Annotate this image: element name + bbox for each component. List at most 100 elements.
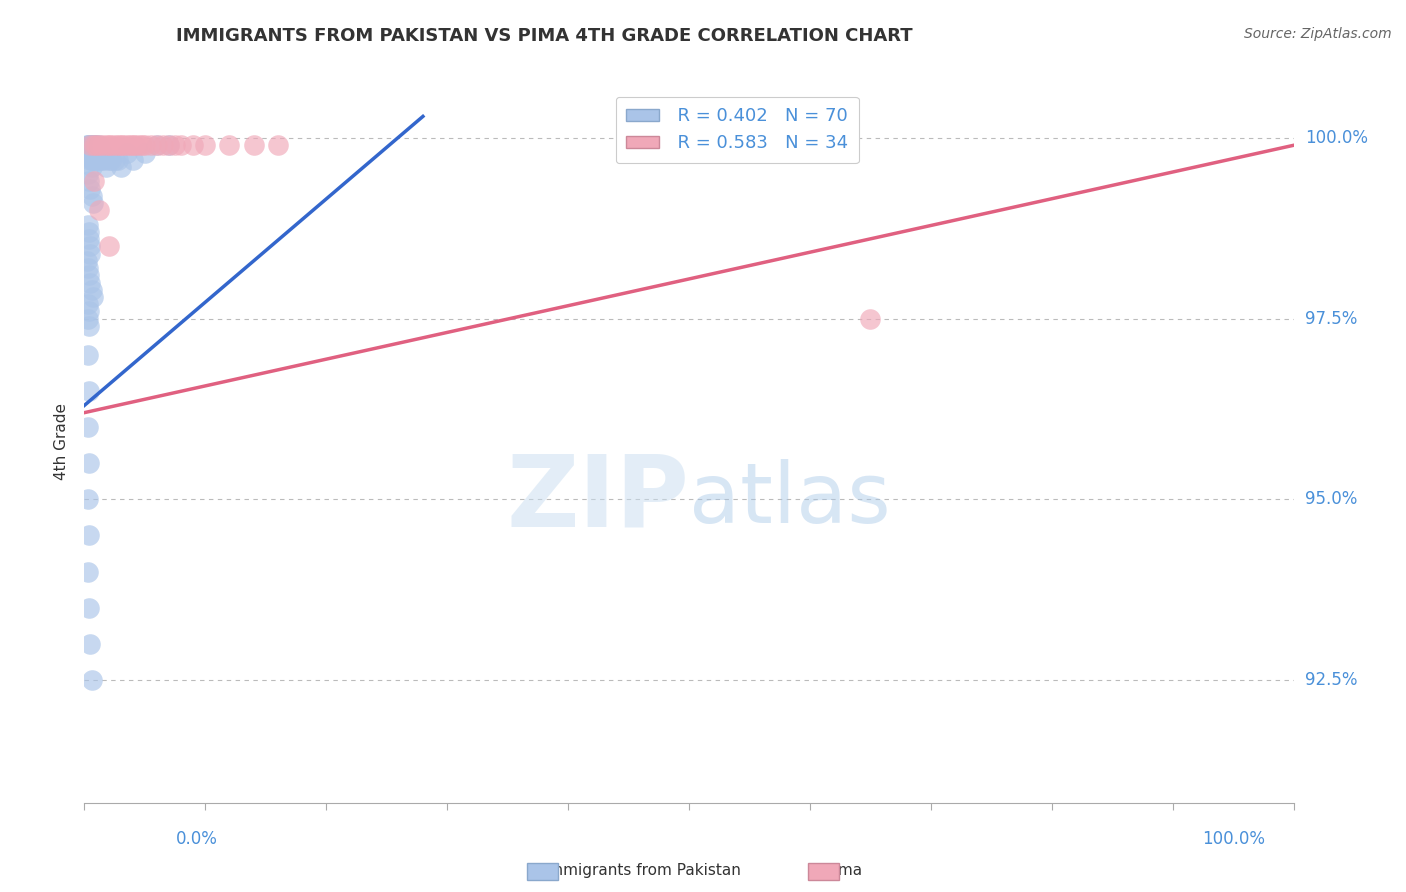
- Point: [82, 153, 104, 167]
- Point: [80, 189, 103, 203]
- Point: [83, 138, 105, 153]
- Point: [165, 138, 187, 153]
- Point: [100, 138, 122, 153]
- Point: [157, 138, 180, 153]
- Point: [79, 637, 101, 651]
- Point: [82, 290, 104, 304]
- Point: [121, 138, 143, 153]
- Point: [77, 318, 100, 333]
- Text: Pima: Pima: [815, 863, 863, 878]
- Point: [77, 311, 100, 326]
- Point: [218, 138, 240, 153]
- Point: [115, 145, 138, 160]
- Point: [77, 174, 100, 188]
- Point: [80, 283, 103, 297]
- Point: [77, 528, 100, 542]
- Point: [80, 673, 103, 687]
- Text: 100.0%: 100.0%: [1305, 129, 1368, 147]
- Point: [124, 138, 146, 153]
- Point: [77, 600, 100, 615]
- Point: [77, 145, 100, 160]
- Point: [77, 304, 100, 318]
- Point: [859, 311, 882, 326]
- Point: [97, 138, 120, 153]
- Point: [181, 138, 204, 153]
- Text: Immigrants from Pakistan: Immigrants from Pakistan: [534, 863, 741, 878]
- Point: [83, 153, 105, 167]
- Point: [112, 138, 135, 153]
- Point: [242, 138, 264, 153]
- Point: [107, 153, 129, 167]
- Point: [91, 138, 114, 153]
- Point: [77, 492, 100, 507]
- Point: [77, 138, 100, 153]
- Text: 97.5%: 97.5%: [1305, 310, 1357, 327]
- Point: [77, 565, 100, 579]
- Point: [83, 138, 105, 153]
- Point: [131, 138, 153, 153]
- Point: [157, 138, 180, 153]
- Point: [107, 138, 129, 153]
- Point: [83, 145, 105, 160]
- Point: [87, 138, 110, 153]
- Point: [86, 138, 108, 153]
- Point: [267, 138, 290, 153]
- Point: [104, 153, 127, 167]
- Point: [97, 153, 120, 167]
- Point: [84, 138, 107, 153]
- Point: [170, 138, 193, 153]
- Point: [86, 145, 108, 160]
- Point: [128, 138, 150, 153]
- Point: [82, 138, 104, 153]
- Point: [110, 138, 132, 153]
- Point: [79, 153, 101, 167]
- Point: [146, 138, 169, 153]
- Text: 100.0%: 100.0%: [1202, 830, 1265, 847]
- Text: atlas: atlas: [689, 458, 890, 540]
- Point: [82, 196, 104, 211]
- Point: [82, 145, 104, 160]
- Point: [77, 218, 100, 232]
- Point: [77, 167, 100, 181]
- Point: [77, 225, 100, 239]
- Point: [86, 145, 108, 160]
- Point: [77, 138, 100, 153]
- Point: [77, 145, 100, 160]
- Point: [77, 232, 100, 246]
- Point: [97, 239, 120, 253]
- Point: [110, 160, 132, 174]
- Point: [80, 160, 103, 174]
- Point: [104, 138, 127, 153]
- Point: [93, 153, 115, 167]
- Point: [134, 138, 156, 153]
- Point: [84, 145, 107, 160]
- Point: [79, 246, 101, 260]
- Point: [94, 160, 117, 174]
- Point: [90, 153, 112, 167]
- Point: [77, 268, 100, 283]
- Point: [80, 145, 103, 160]
- Point: [134, 145, 156, 160]
- Point: [91, 145, 114, 160]
- Point: [89, 145, 111, 160]
- Point: [80, 138, 103, 153]
- Text: 0.0%: 0.0%: [176, 830, 218, 847]
- Point: [79, 276, 101, 290]
- Point: [83, 174, 105, 188]
- Point: [77, 297, 100, 311]
- Y-axis label: 4th Grade: 4th Grade: [53, 403, 69, 480]
- Point: [77, 456, 100, 470]
- Point: [121, 153, 143, 167]
- Point: [77, 348, 100, 362]
- Point: [76, 138, 98, 153]
- Point: [79, 145, 101, 160]
- Point: [87, 153, 110, 167]
- Point: [100, 153, 122, 167]
- Point: [152, 138, 174, 153]
- Point: [115, 138, 138, 153]
- Point: [94, 138, 117, 153]
- Text: ZIP: ZIP: [506, 450, 689, 548]
- Point: [79, 138, 101, 153]
- Text: Source: ZipAtlas.com: Source: ZipAtlas.com: [1244, 27, 1392, 41]
- Point: [79, 138, 101, 153]
